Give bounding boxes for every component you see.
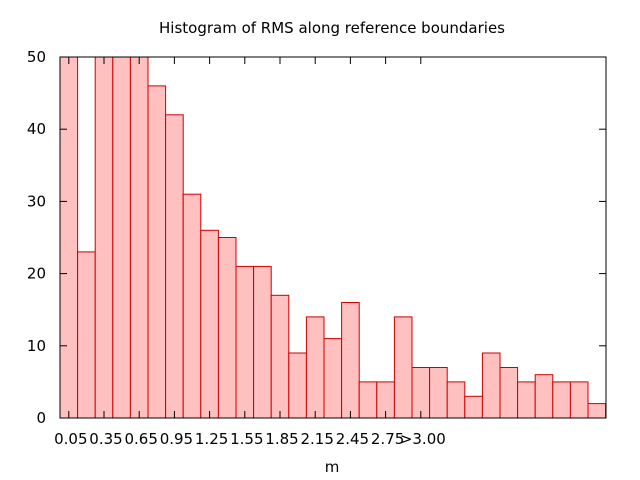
x-axis-label: m [325, 458, 340, 476]
histogram-bar [94, 56, 114, 419]
histogram-bar [358, 381, 378, 419]
histogram-bar [464, 395, 483, 419]
y-tick-label: 10 [27, 337, 46, 355]
histogram-bar [59, 56, 79, 419]
histogram-bar [552, 381, 571, 419]
histogram-bar [341, 302, 360, 419]
y-tick-label: 20 [27, 265, 46, 283]
histogram-bar [429, 367, 448, 419]
x-tick-label: 0.05 [54, 430, 87, 448]
histogram-bar [147, 85, 167, 419]
histogram-bar [288, 352, 307, 419]
x-tick-label: 2.75 [371, 430, 404, 448]
histogram-bar [235, 265, 255, 419]
x-tick-label: >3.00 [400, 430, 446, 448]
x-tick-label: 1.55 [230, 430, 263, 448]
histogram-bar [112, 56, 131, 419]
histogram-bar [217, 237, 237, 419]
x-tick-label: 0.95 [160, 430, 193, 448]
histogram-bar [569, 381, 589, 419]
y-tick-label: 40 [27, 120, 46, 138]
histogram-bar [534, 374, 554, 419]
histogram-bar [270, 294, 290, 419]
x-tick-label: 2.15 [300, 430, 333, 448]
x-tick-label: 0.65 [124, 430, 157, 448]
x-tick-label: 0.35 [89, 430, 122, 448]
histogram-bar [587, 403, 607, 419]
histogram-bar [393, 316, 413, 419]
histogram-bar [129, 56, 149, 419]
x-tick-label: 1.85 [265, 430, 298, 448]
histogram-bar [446, 381, 466, 419]
histogram-bar [323, 338, 343, 419]
histogram-bar [305, 316, 325, 419]
x-tick-label: 2.45 [336, 430, 369, 448]
histogram-bar [411, 367, 431, 419]
histogram-bar [200, 229, 219, 419]
histogram-bar [253, 265, 272, 419]
y-tick-label: 0 [36, 409, 46, 427]
histogram-bar [499, 367, 519, 419]
histogram-bar [517, 381, 536, 419]
bars-group [59, 56, 607, 419]
x-tick-label: 1.25 [195, 430, 228, 448]
histogram-bar [481, 352, 501, 419]
histogram-bar [182, 193, 202, 419]
plot-frame [59, 56, 607, 419]
y-tick-label: 50 [27, 48, 46, 66]
histogram-bar [77, 251, 96, 419]
chart-title: Histogram of RMS along reference boundar… [159, 19, 505, 37]
histogram-bar [165, 114, 184, 419]
y-tick-label: 30 [27, 192, 46, 210]
